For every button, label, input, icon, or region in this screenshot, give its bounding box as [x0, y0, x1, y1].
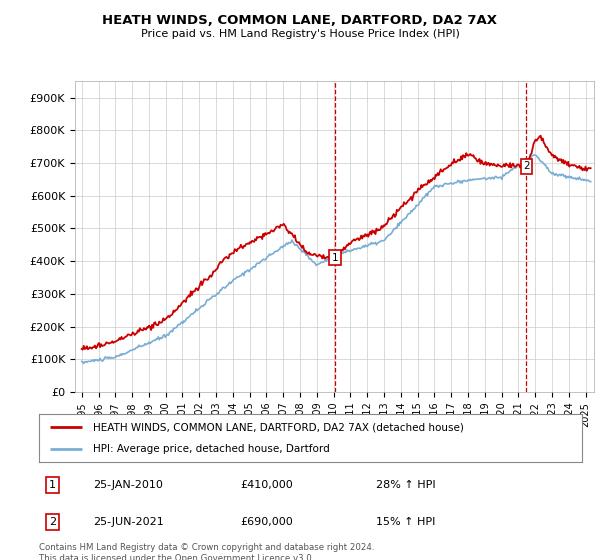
Text: 2: 2 — [523, 161, 530, 171]
Text: 1: 1 — [332, 253, 338, 263]
Text: 25-JUN-2021: 25-JUN-2021 — [94, 517, 164, 527]
Text: HEATH WINDS, COMMON LANE, DARTFORD, DA2 7AX: HEATH WINDS, COMMON LANE, DARTFORD, DA2 … — [103, 14, 497, 27]
Text: £690,000: £690,000 — [240, 517, 293, 527]
Text: HPI: Average price, detached house, Dartford: HPI: Average price, detached house, Dart… — [94, 444, 330, 454]
Text: Contains HM Land Registry data © Crown copyright and database right 2024.
This d: Contains HM Land Registry data © Crown c… — [39, 543, 374, 560]
Text: 25-JAN-2010: 25-JAN-2010 — [94, 480, 163, 490]
Text: 15% ↑ HPI: 15% ↑ HPI — [376, 517, 435, 527]
Text: 1: 1 — [49, 480, 56, 490]
Text: 28% ↑ HPI: 28% ↑ HPI — [376, 480, 435, 490]
Text: 2: 2 — [49, 517, 56, 527]
Text: £410,000: £410,000 — [240, 480, 293, 490]
Text: Price paid vs. HM Land Registry's House Price Index (HPI): Price paid vs. HM Land Registry's House … — [140, 29, 460, 39]
Text: HEATH WINDS, COMMON LANE, DARTFORD, DA2 7AX (detached house): HEATH WINDS, COMMON LANE, DARTFORD, DA2 … — [94, 422, 464, 432]
